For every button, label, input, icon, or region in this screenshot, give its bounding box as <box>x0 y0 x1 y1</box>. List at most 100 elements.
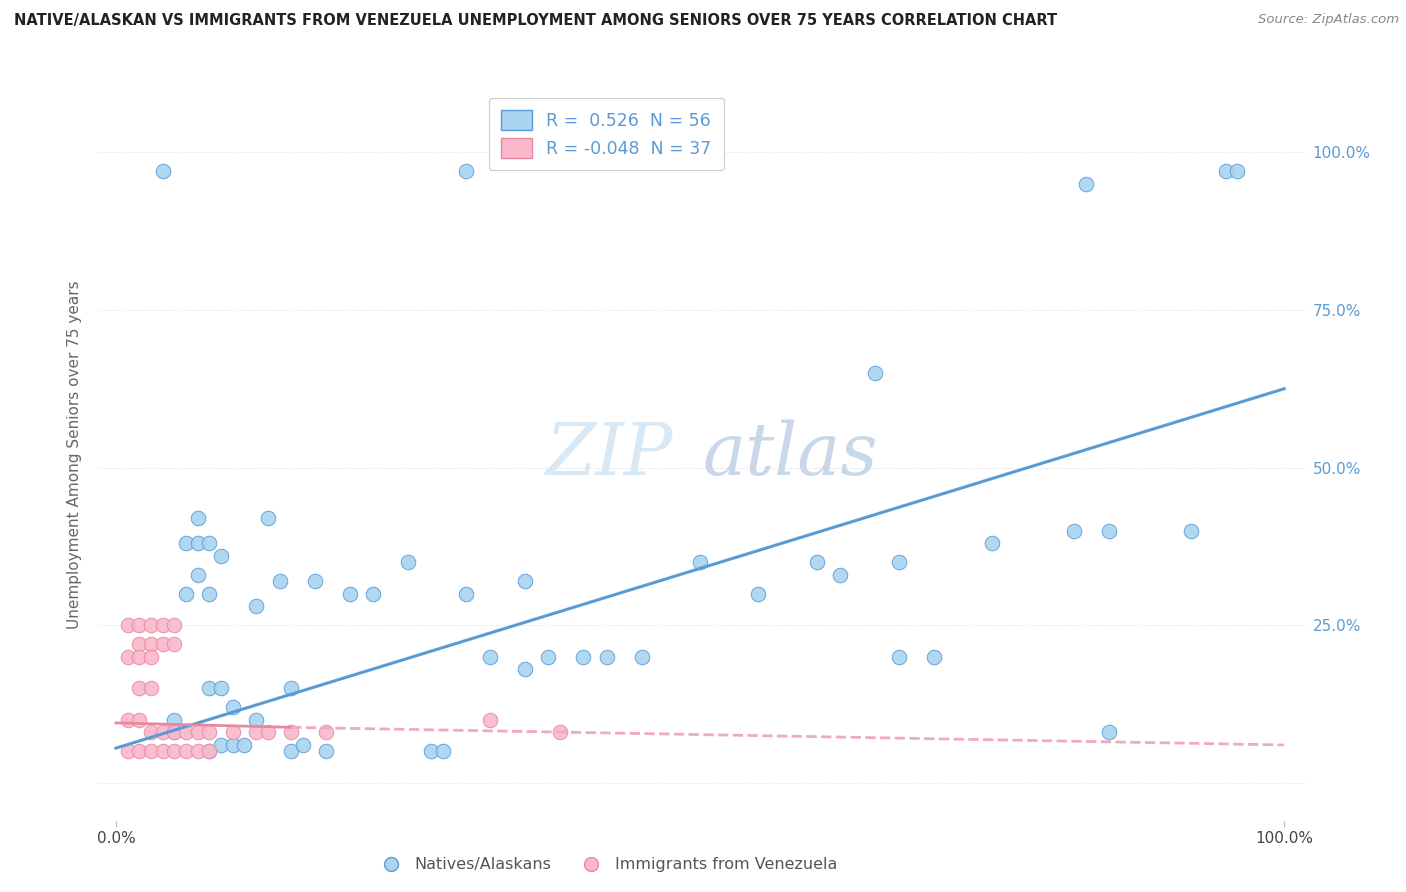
Point <box>478 649 501 664</box>
Point <box>1215 164 1237 178</box>
Point <box>139 725 162 739</box>
Point <box>139 681 162 696</box>
Point <box>209 738 232 752</box>
Point <box>198 744 221 758</box>
Point <box>291 738 314 752</box>
Point <box>117 618 139 632</box>
Point <box>139 637 162 651</box>
Point <box>152 744 174 758</box>
Point <box>432 744 454 758</box>
Point <box>747 587 769 601</box>
Point <box>174 587 197 601</box>
Point <box>198 725 221 739</box>
Point <box>548 725 571 739</box>
Point <box>233 738 256 752</box>
Point <box>420 744 443 758</box>
Point <box>689 555 711 569</box>
Point <box>198 744 221 758</box>
Point <box>245 713 267 727</box>
Point <box>209 681 232 696</box>
Point <box>163 725 186 739</box>
Point <box>128 681 150 696</box>
Point <box>163 725 186 739</box>
Point <box>256 511 278 525</box>
Point <box>1180 524 1202 538</box>
Point <box>222 738 245 752</box>
Point <box>537 649 560 664</box>
Point <box>128 637 150 651</box>
Point <box>304 574 326 588</box>
Point <box>163 618 186 632</box>
Point <box>456 164 478 178</box>
Point <box>139 649 162 664</box>
Point <box>830 567 852 582</box>
Point <box>396 555 419 569</box>
Point <box>280 681 302 696</box>
Point <box>152 637 174 651</box>
Point <box>1063 524 1085 538</box>
Point <box>152 725 174 739</box>
Point <box>887 555 910 569</box>
Point <box>198 681 221 696</box>
Point <box>630 649 652 664</box>
Point <box>174 744 197 758</box>
Point <box>163 713 186 727</box>
Point <box>187 536 209 550</box>
Point <box>865 366 887 380</box>
Point <box>198 536 221 550</box>
Text: NATIVE/ALASKAN VS IMMIGRANTS FROM VENEZUELA UNEMPLOYMENT AMONG SENIORS OVER 75 Y: NATIVE/ALASKAN VS IMMIGRANTS FROM VENEZU… <box>14 13 1057 29</box>
Legend: Natives/Alaskans, Immigrants from Venezuela: Natives/Alaskans, Immigrants from Venezu… <box>368 851 844 879</box>
Point <box>187 567 209 582</box>
Point <box>139 744 162 758</box>
Point <box>187 725 209 739</box>
Text: ZIP: ZIP <box>546 419 673 491</box>
Point <box>280 744 302 758</box>
Point <box>456 587 478 601</box>
Point <box>1098 725 1121 739</box>
Point <box>280 725 302 739</box>
Point <box>981 536 1004 550</box>
Point <box>922 649 945 664</box>
Point <box>1226 164 1249 178</box>
Point <box>315 744 337 758</box>
Point <box>174 536 197 550</box>
Y-axis label: Unemployment Among Seniors over 75 years: Unemployment Among Seniors over 75 years <box>67 281 83 629</box>
Point <box>245 725 267 739</box>
Point <box>222 700 245 714</box>
Point <box>222 725 245 739</box>
Point <box>806 555 828 569</box>
Point <box>478 713 501 727</box>
Point <box>163 637 186 651</box>
Point <box>513 574 536 588</box>
Point <box>187 511 209 525</box>
Point <box>315 725 337 739</box>
Point <box>887 649 910 664</box>
Point <box>361 587 384 601</box>
Point <box>128 618 150 632</box>
Point <box>128 744 150 758</box>
Point <box>128 649 150 664</box>
Point <box>152 618 174 632</box>
Point <box>198 587 221 601</box>
Point <box>256 725 278 739</box>
Point <box>1098 524 1121 538</box>
Text: atlas: atlas <box>703 419 879 491</box>
Point <box>245 599 267 614</box>
Point <box>152 164 174 178</box>
Point <box>117 649 139 664</box>
Point <box>513 662 536 676</box>
Point <box>187 744 209 758</box>
Point <box>595 649 617 664</box>
Point <box>163 744 186 758</box>
Point <box>1074 177 1097 191</box>
Point <box>339 587 361 601</box>
Point <box>117 713 139 727</box>
Point <box>572 649 595 664</box>
Text: Source: ZipAtlas.com: Source: ZipAtlas.com <box>1258 13 1399 27</box>
Point <box>139 618 162 632</box>
Point <box>209 549 232 563</box>
Point <box>117 744 139 758</box>
Point <box>174 725 197 739</box>
Point <box>269 574 291 588</box>
Point <box>128 713 150 727</box>
